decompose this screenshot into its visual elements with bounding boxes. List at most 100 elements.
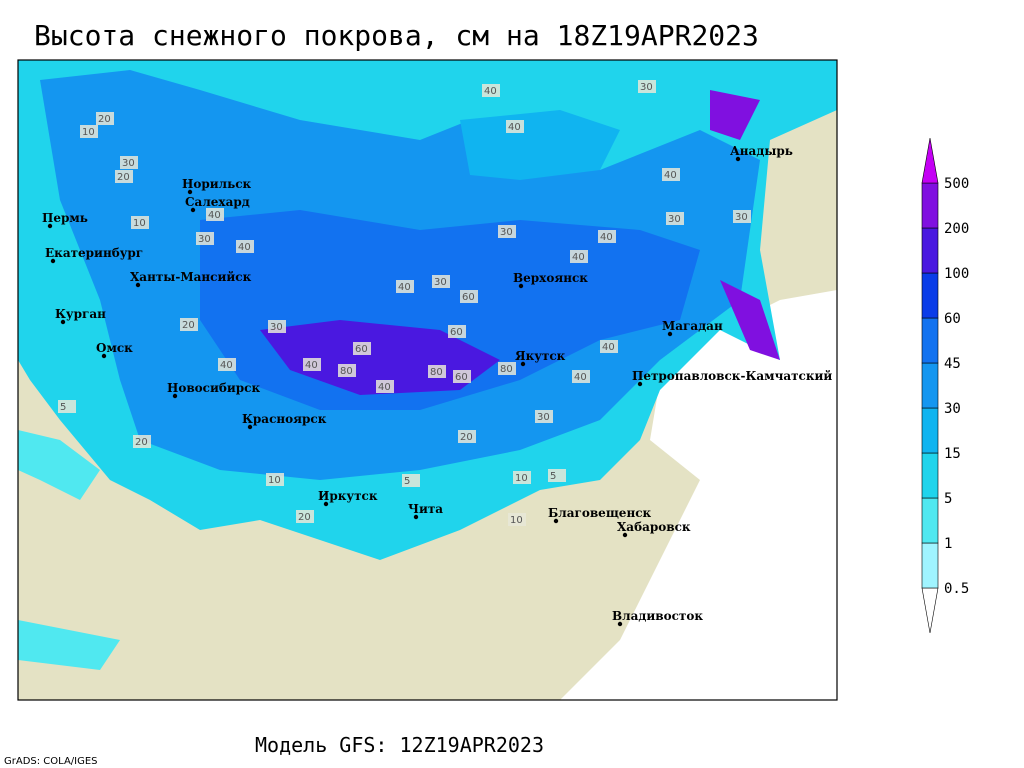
city-label: Ханты-Мансийск — [130, 270, 252, 284]
contour-label: 30 — [537, 412, 550, 423]
city-dot — [47, 223, 53, 229]
colorbar-label: 15 — [944, 446, 961, 462]
contour-label: 40 — [600, 232, 613, 243]
contour-label: 60 — [462, 292, 475, 303]
city-dot — [617, 621, 623, 627]
colorbar-label: 5 — [944, 491, 952, 507]
contour-label-box — [236, 240, 254, 253]
contour-label: 30 — [668, 214, 681, 225]
contour-label: 40 — [305, 360, 318, 371]
contour-label: 40 — [484, 86, 497, 97]
contour-label-box — [638, 80, 656, 93]
contour-label: 5 — [404, 476, 410, 487]
contour-label-box — [303, 358, 321, 371]
contour-label: 40 — [574, 372, 587, 383]
contour-label: 30 — [434, 277, 447, 288]
contour-label-box — [218, 358, 236, 371]
colorbar-segment — [921, 407, 939, 454]
colorbar-label: 30 — [944, 401, 961, 417]
contour-label: 60 — [355, 344, 368, 355]
city-label: Салехард — [185, 195, 250, 209]
contour-label-box — [180, 318, 198, 331]
contour-label-box — [80, 125, 98, 138]
city-label: Магадан — [662, 319, 723, 333]
contour-label: 40 — [378, 382, 391, 393]
colorbar-label: 0.5 — [944, 581, 969, 597]
contour-label: 5 — [60, 402, 66, 413]
contour-label-box — [120, 156, 138, 169]
contour-label-box — [498, 225, 516, 238]
contour-label-box — [535, 410, 553, 423]
contour-label: 30 — [198, 234, 211, 245]
contour-label: 80 — [430, 367, 443, 378]
contour-label-box — [662, 168, 680, 181]
city-dot — [190, 207, 196, 213]
city-label: Омск — [96, 341, 133, 355]
colorbar-segment — [921, 452, 939, 499]
city-dot — [172, 393, 178, 399]
contour-label-box — [600, 340, 618, 353]
contour-label-box — [733, 210, 751, 223]
contour-label: 20 — [298, 512, 311, 523]
contour-label-box — [666, 212, 684, 225]
contour-label: 10 — [82, 127, 95, 138]
contour-label-box — [548, 469, 566, 482]
contour-label-box — [508, 513, 526, 526]
colorbar-segment — [921, 227, 939, 274]
contour-label-box — [115, 170, 133, 183]
contour-label-box — [506, 120, 524, 133]
contour-label-box — [268, 320, 286, 333]
city-dot — [735, 156, 741, 162]
city-label: Красноярск — [242, 412, 327, 426]
city-dot — [50, 258, 56, 264]
colorbar-segment — [921, 182, 939, 229]
contour-label: 10 — [510, 515, 523, 526]
contour-label-box — [428, 365, 446, 378]
contour-label: 5 — [550, 471, 556, 482]
city-label: Чита — [408, 502, 443, 516]
contour-label: 20 — [117, 172, 130, 183]
contour-label: 20 — [135, 437, 148, 448]
contour-label-box — [96, 112, 114, 125]
pacific — [560, 290, 837, 700]
map-frame — [17, 59, 838, 701]
colorbar-segment — [921, 272, 939, 319]
title: Высота снежного покрова, см на 18Z19APR2… — [34, 19, 759, 52]
contour-label: 30 — [270, 322, 283, 333]
contour-label: 40 — [602, 342, 615, 353]
contour-label: 30 — [122, 158, 135, 169]
city-dot — [667, 331, 673, 337]
contour-label-box — [572, 370, 590, 383]
map: Пермь Екатеринбург Ханты-Мансийск Курган Омс… — [18, 60, 837, 700]
city-dot — [187, 189, 193, 195]
contour-label-box — [458, 430, 476, 443]
contour-label-box — [196, 232, 214, 245]
contour-label: 30 — [735, 212, 748, 223]
city-label: Хабаровск — [617, 520, 691, 534]
colorbar-label: 100 — [944, 266, 969, 282]
city-label: Петропавловск-Камчатский — [632, 369, 832, 383]
contour-label-box — [448, 325, 466, 338]
snow-max-east — [710, 90, 780, 360]
city-dot — [637, 381, 643, 387]
colorbar-segment — [921, 587, 939, 634]
contour-label: 40 — [664, 170, 677, 181]
colorbar-label: 200 — [944, 221, 969, 237]
colorbar-segment — [921, 497, 939, 544]
contour-label-box — [266, 473, 284, 486]
city-dot — [553, 518, 559, 524]
contour-label: 20 — [460, 432, 473, 443]
contour-label: 10 — [133, 218, 146, 229]
city-label: Якутск — [515, 349, 566, 363]
credit: GrADS: COLA/IGES — [4, 756, 98, 767]
contour-label: 40 — [238, 242, 251, 253]
footer: Модель GFS: 12Z19APR2023 — [255, 733, 544, 757]
contour-label: 40 — [572, 252, 585, 263]
city-dot — [622, 532, 628, 538]
contour-label-box — [131, 216, 149, 229]
contour-label: 40 — [220, 360, 233, 371]
ice — [460, 110, 620, 180]
contour-label-box — [296, 510, 314, 523]
contour-label: 60 — [450, 327, 463, 338]
